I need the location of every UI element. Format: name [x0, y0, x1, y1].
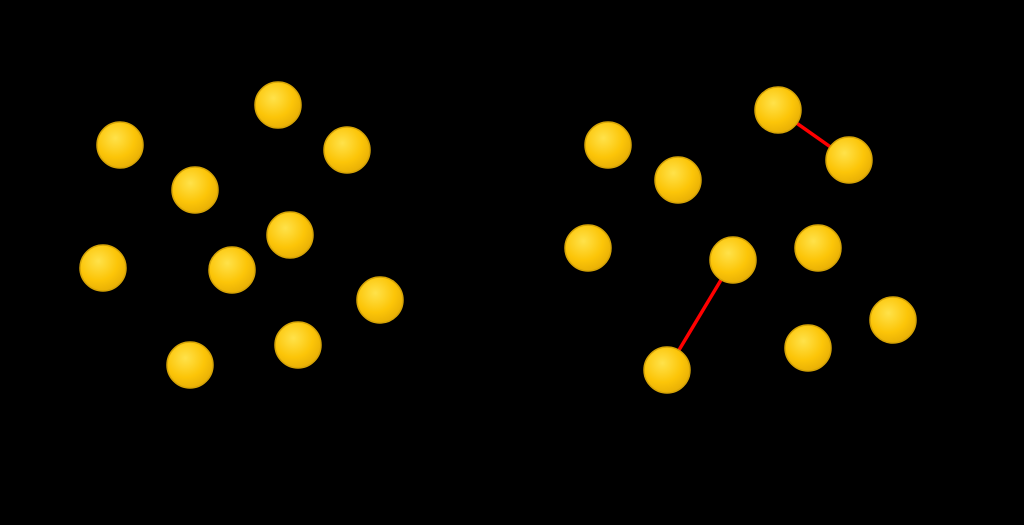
node [710, 237, 756, 283]
background [0, 0, 1024, 525]
node [644, 347, 690, 393]
node [655, 157, 701, 203]
node [565, 225, 611, 271]
node [826, 137, 872, 183]
node [870, 297, 916, 343]
node [357, 277, 403, 323]
node [255, 82, 301, 128]
node [267, 212, 313, 258]
node [275, 322, 321, 368]
node [167, 342, 213, 388]
node [209, 247, 255, 293]
node [585, 122, 631, 168]
node [785, 325, 831, 371]
node [80, 245, 126, 291]
particle-diagram [0, 0, 1024, 525]
node [97, 122, 143, 168]
node [324, 127, 370, 173]
node [172, 167, 218, 213]
node [755, 87, 801, 133]
node [795, 225, 841, 271]
